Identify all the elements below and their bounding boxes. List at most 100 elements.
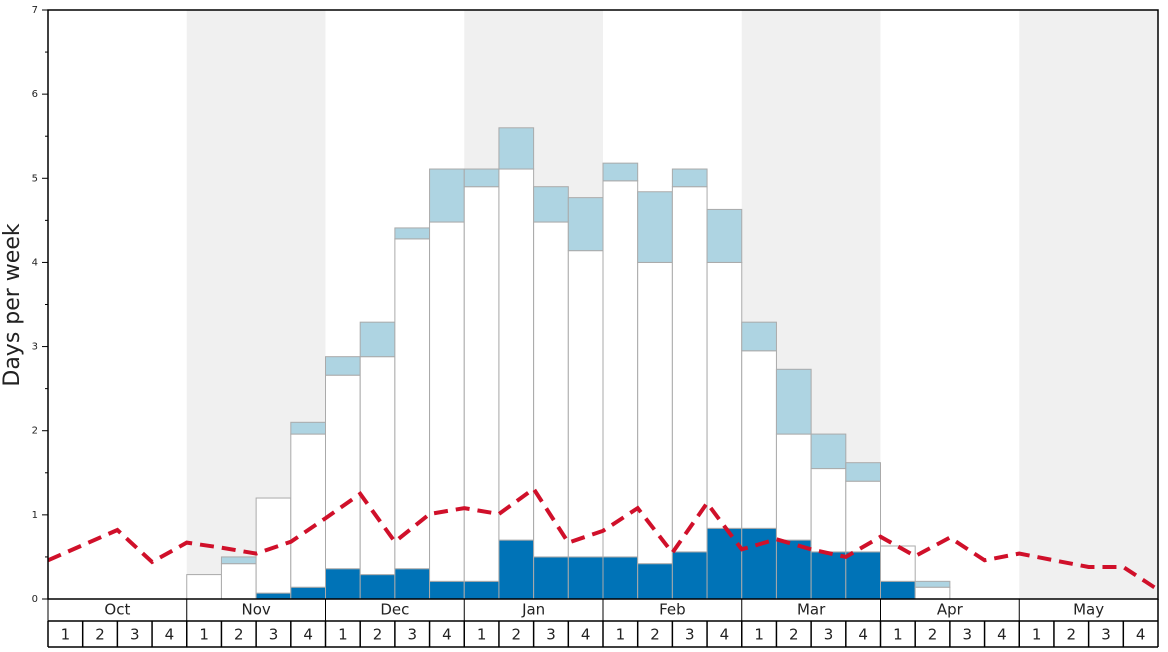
bar-segment: [498, 539, 535, 600]
bar-segment: [325, 356, 361, 376]
bar-segment: [741, 321, 777, 352]
x-tick-label: 3: [824, 626, 834, 644]
bar-segment: [394, 238, 431, 570]
bar-segment: [880, 580, 916, 600]
y-tick-label: 0: [32, 594, 38, 605]
x-tick-label: 1: [61, 626, 71, 644]
bar-segment: [741, 527, 777, 600]
bar-segment: [706, 208, 743, 263]
month-label: Nov: [241, 601, 270, 619]
bar-segment: [463, 580, 500, 600]
bar-segment: [775, 368, 812, 435]
x-tick-label: 2: [650, 626, 660, 644]
x-tick-label: 2: [373, 626, 383, 644]
month-label: Mar: [797, 601, 826, 619]
bar-segment: [637, 563, 673, 600]
bar-segment: [567, 250, 604, 558]
month-label: Feb: [659, 601, 686, 619]
bar-segment: [498, 127, 535, 170]
bar-segment: [671, 186, 708, 553]
x-tick-label: 3: [546, 626, 556, 644]
bar-segment: [775, 433, 812, 541]
bar-segment: [359, 356, 396, 576]
bar-segment: [637, 261, 673, 565]
y-tick-label: 1: [32, 510, 38, 521]
bar-segment: [810, 468, 847, 553]
x-tick-label: 4: [1136, 626, 1146, 644]
y-tick-label: 3: [32, 342, 38, 353]
bar-segment: [429, 168, 465, 223]
bar-segment: [255, 592, 292, 600]
bar-segment: [359, 321, 396, 358]
bar-segment: [429, 221, 465, 582]
month-label: Apr: [937, 601, 964, 619]
x-tick-label: 4: [997, 626, 1007, 644]
bar-segment: [290, 421, 326, 435]
bar-segment: [359, 574, 396, 600]
month-label: May: [1073, 601, 1104, 619]
bar-segment: [845, 551, 881, 600]
y-tick-label: 5: [32, 173, 38, 184]
bar-segment: [671, 168, 708, 188]
bar-segment: [463, 168, 500, 188]
x-tick-label: 2: [928, 626, 938, 644]
x-tick-label: 3: [269, 626, 279, 644]
x-tick-label: 4: [165, 626, 175, 644]
month-shade: [1019, 10, 1158, 599]
x-tick-label: 3: [1101, 626, 1111, 644]
x-tick-label: 4: [303, 626, 313, 644]
bar-segment: [394, 227, 431, 240]
x-tick-label: 1: [616, 626, 626, 644]
x-tick-label: 4: [858, 626, 868, 644]
bar-segment: [602, 556, 639, 600]
bar-segment: [602, 180, 639, 558]
bar-segment: [671, 551, 708, 600]
month-label: Jan: [521, 601, 545, 619]
bar-segment: [290, 586, 326, 600]
bar-segment: [498, 168, 535, 541]
bar-segment: [325, 568, 361, 600]
average-line: [47, 485, 1160, 592]
bar-segment: [533, 221, 569, 558]
bar-segment: [220, 563, 257, 600]
x-tick-label: 3: [685, 626, 695, 644]
x-tick-label: 2: [1067, 626, 1077, 644]
y-axis-label: Days per week: [0, 223, 25, 386]
bar-segment: [810, 433, 847, 470]
x-tick-label: 1: [1032, 626, 1042, 644]
bar-segment: [463, 186, 500, 582]
bar-segment: [914, 580, 951, 588]
bar-segment: [810, 551, 847, 600]
bar-segment: [394, 568, 431, 600]
bar-segment: [290, 433, 326, 588]
month-label: Dec: [380, 601, 409, 619]
bar-segment: [220, 556, 257, 565]
bar-segment: [325, 374, 361, 570]
x-tick-label: 1: [893, 626, 903, 644]
bar-segment: [845, 462, 881, 482]
x-tick-label: 3: [962, 626, 972, 644]
bar-segment: [567, 197, 604, 252]
x-tick-label: 2: [234, 626, 244, 644]
bar-segment: [637, 191, 673, 263]
x-tick-label: 4: [720, 626, 730, 644]
bar-segment: [533, 556, 569, 600]
bar-segment: [186, 574, 222, 600]
x-tick-label: 2: [789, 626, 799, 644]
bar-segment: [845, 480, 881, 553]
bar-segment: [602, 162, 639, 182]
x-tick-label: 1: [199, 626, 209, 644]
y-tick-label: 7: [32, 5, 38, 16]
bar-segment: [914, 586, 951, 600]
x-tick-label: 2: [95, 626, 105, 644]
x-tick-label: 3: [130, 626, 140, 644]
x-tick-label: 4: [581, 626, 591, 644]
bar-segment: [741, 350, 777, 529]
x-tick-label: 1: [338, 626, 348, 644]
x-tick-label: 3: [407, 626, 417, 644]
bar-segment: [533, 186, 569, 223]
bar-segment: [706, 527, 743, 600]
bar-segment: [567, 556, 604, 600]
x-tick-label: 1: [754, 626, 764, 644]
